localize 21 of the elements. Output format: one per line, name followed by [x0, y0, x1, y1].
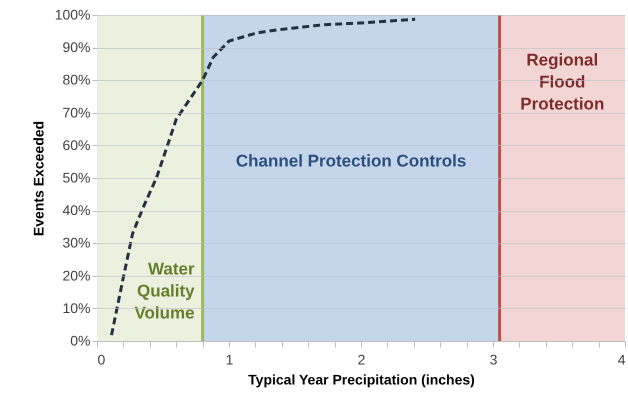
y-tick-label: 60% [62, 136, 90, 153]
x-axis-title: Typical Year Precipitation (inches) [248, 372, 475, 388]
y-tick-label: 50% [62, 170, 90, 186]
band-label: Regional Flood Protection [520, 50, 604, 114]
y-tick-label: 30% [62, 234, 90, 251]
y-tick-label: 100% [54, 6, 90, 22]
x-tick-label: 4 [618, 352, 626, 368]
x-tick-label: 1 [226, 352, 234, 368]
y-tick-label: 40% [62, 202, 90, 218]
y-tick-label: 80% [62, 72, 90, 88]
y-axis-title: Events Exceeded [30, 120, 47, 236]
y-tick-label: 20% [62, 267, 90, 284]
y-tick-label: 70% [62, 104, 90, 120]
y-tick-label: 90% [62, 39, 90, 56]
y-tick-label: 10% [62, 300, 90, 316]
band-label: Water Quality Volume [134, 259, 196, 322]
band-label: Channel Protection Controls [236, 152, 466, 171]
x-tick-label: 3 [490, 352, 498, 368]
y-tick-label: 0% [70, 332, 90, 348]
x-tick-label: 2 [358, 352, 366, 368]
x-tick-label: 0 [98, 352, 106, 368]
